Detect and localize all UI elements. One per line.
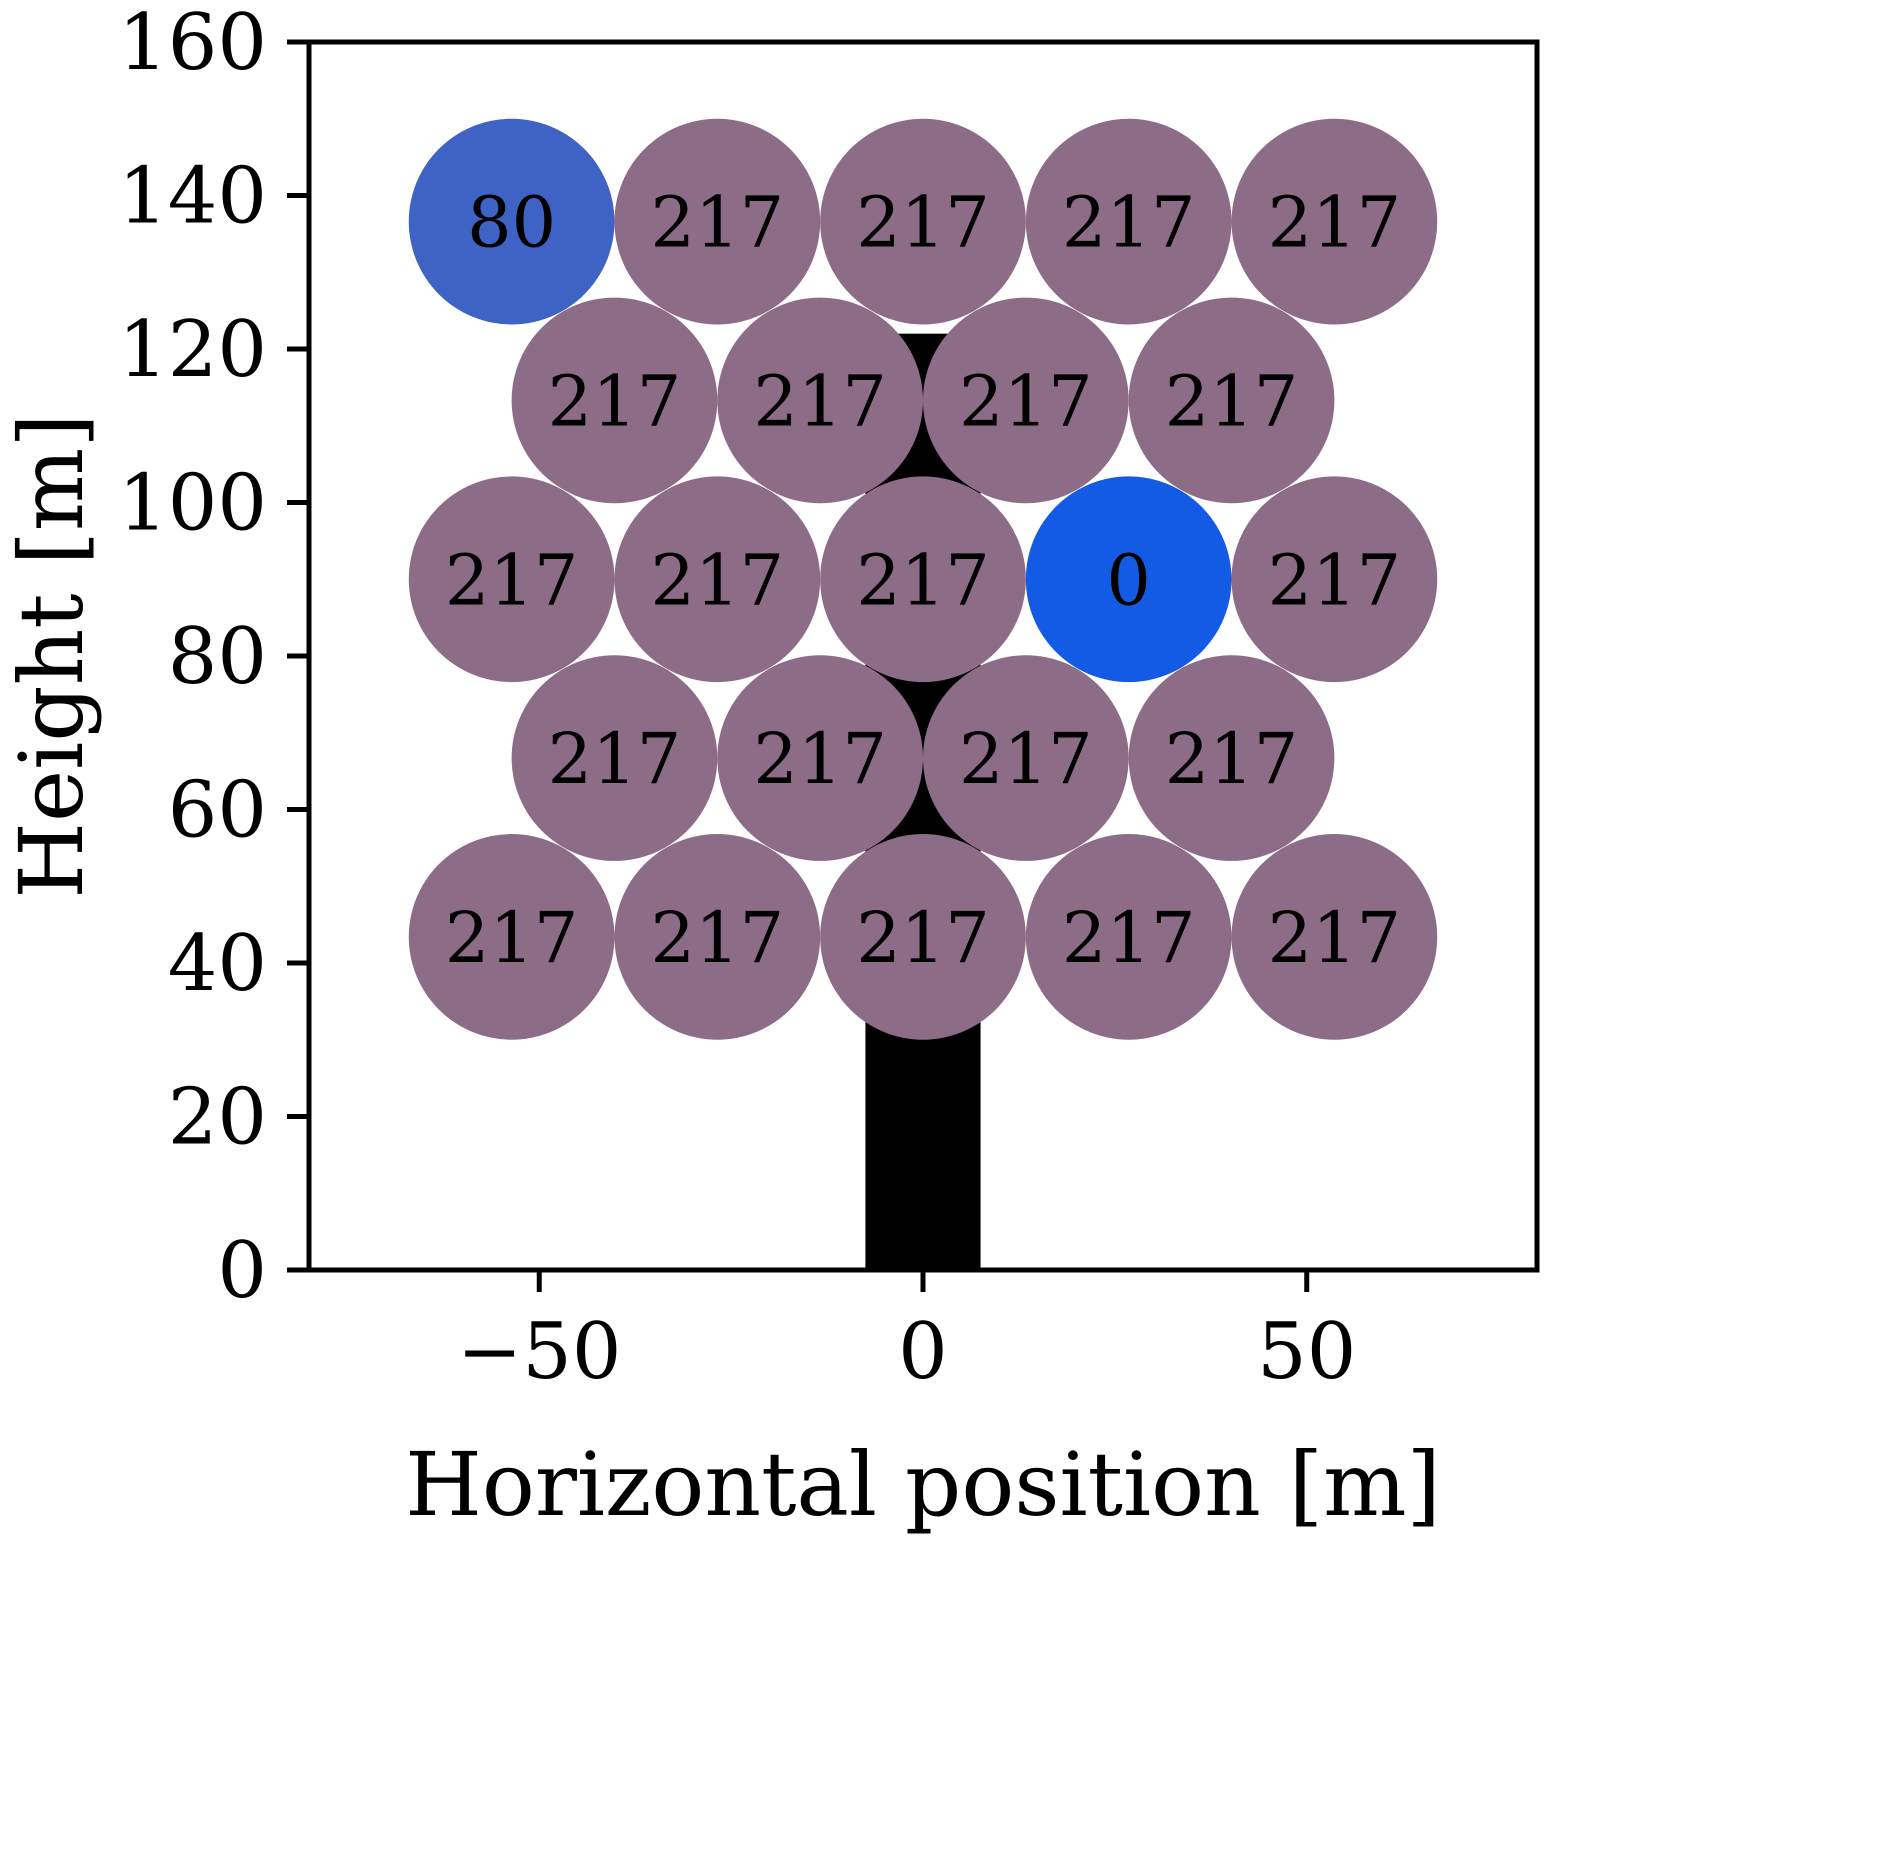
rotor-cell <box>923 655 1129 861</box>
rotor-cell <box>820 476 1026 683</box>
rotor-cell <box>1025 476 1232 683</box>
rotor-cell <box>1231 476 1438 683</box>
rotor-cell-label: 217 <box>1062 182 1196 264</box>
rotor-cell-label: 80 <box>467 182 556 264</box>
y-tick-label: 20 <box>168 1073 267 1163</box>
rotor-cell <box>820 834 1026 1040</box>
y-tick-label: 80 <box>168 612 267 702</box>
y-tick-label: 40 <box>168 919 267 1009</box>
x-axis-label: Horizontal position [m] <box>405 1433 1441 1536</box>
rotor-cell <box>511 655 718 861</box>
rotor-cell <box>717 297 924 504</box>
x-tick-label: 0 <box>898 1307 948 1397</box>
rotor-cell-label: 217 <box>548 718 682 800</box>
y-tick-label: 0 <box>217 1226 267 1316</box>
y-axis-label: Height [m] <box>0 413 103 898</box>
rotor-cell <box>408 834 615 1040</box>
rotor-cell <box>1231 118 1438 325</box>
rotor-cell <box>614 476 821 683</box>
rotor-cell-label: 217 <box>856 182 990 264</box>
rotor-cell-label: 217 <box>1165 718 1299 800</box>
rotor-cell <box>1025 118 1232 325</box>
x-tick-label: −50 <box>457 1307 622 1397</box>
rotor-cell-label: 217 <box>548 360 682 442</box>
rotor-cell-label: 217 <box>753 718 887 800</box>
rotor-cell <box>923 297 1129 504</box>
rotor-cell <box>1128 655 1335 861</box>
rotor-cell-label: 217 <box>1268 897 1402 979</box>
rotor-cell-label: 217 <box>856 897 990 979</box>
rotor-cell-label: 217 <box>651 897 785 979</box>
rotor-cell-label: 217 <box>856 539 990 621</box>
rotor-cell-label: 217 <box>1165 360 1299 442</box>
y-tick-label: 120 <box>118 305 267 395</box>
rotor-cell <box>820 118 1026 325</box>
rotor-cell-label: 217 <box>445 539 579 621</box>
rotor-cell <box>408 476 615 683</box>
rotor-cell-label: 217 <box>753 360 887 442</box>
rotor-cell <box>1025 834 1232 1040</box>
rotor-cell <box>511 297 718 504</box>
rotor-cell <box>614 118 821 325</box>
x-tick-label: 50 <box>1257 1307 1356 1397</box>
rotor-cell <box>408 118 615 325</box>
rotor-cell-label: 217 <box>1268 539 1402 621</box>
rotor-cell-label: 217 <box>1268 182 1402 264</box>
y-tick-label: 160 <box>118 0 267 88</box>
rotor-cell-label: 0 <box>1106 539 1151 621</box>
rotor-cell-label: 217 <box>959 360 1093 442</box>
y-tick-label: 140 <box>118 152 267 242</box>
rotor-cell <box>614 834 821 1040</box>
rotor-cell <box>1231 834 1438 1040</box>
rotor-cell-label: 217 <box>651 182 785 264</box>
rotor-cell-label: 217 <box>651 539 785 621</box>
rotor-cell <box>1128 297 1335 504</box>
y-tick-label: 60 <box>168 766 267 856</box>
y-tick-label: 100 <box>118 459 267 549</box>
rotor-cell-label: 217 <box>1062 897 1196 979</box>
rotor-cell-label: 217 <box>445 897 579 979</box>
rotor-cell <box>717 655 924 861</box>
rotor-cell-label: 217 <box>959 718 1093 800</box>
